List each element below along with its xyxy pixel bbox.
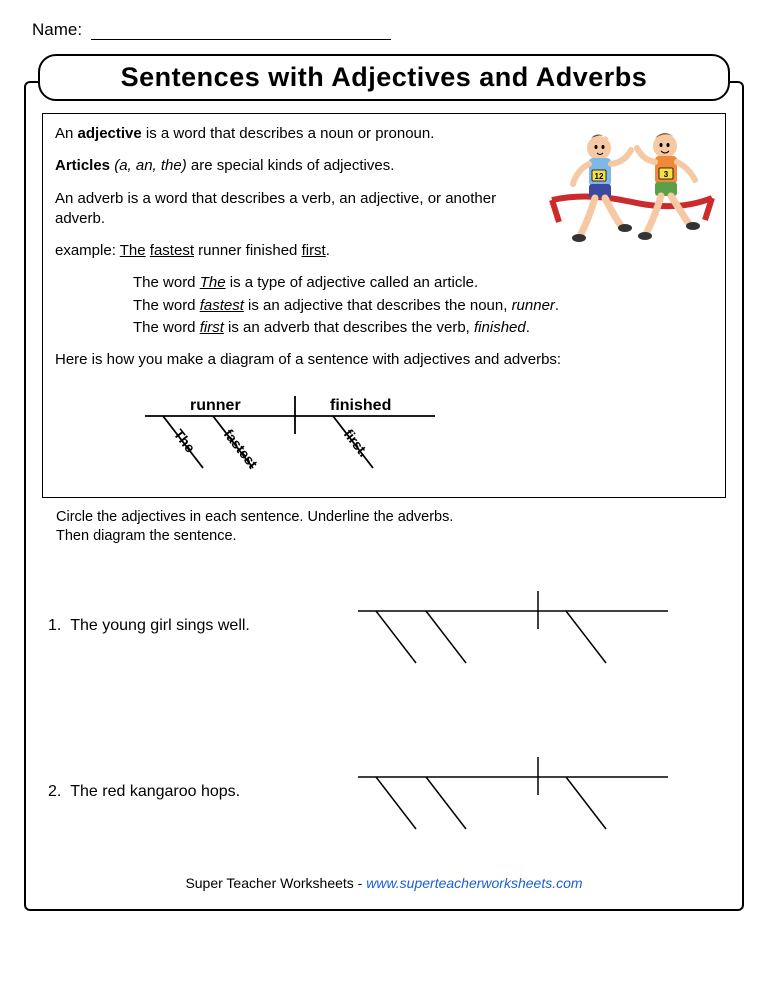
footer-text: Super Teacher Worksheets - [185,875,366,891]
footer: Super Teacher Worksheets - www.superteac… [42,875,726,891]
footer-link[interactable]: www.superteacherworksheets.com [366,875,582,891]
worksheet-panel: 12 3 [24,81,744,911]
blank-diagram-1[interactable] [348,583,726,669]
svg-text:12: 12 [595,172,604,181]
question-2-text: 2. The red kangaroo hops. [48,783,348,801]
name-label: Name: [32,20,82,39]
def-articles: Articles (a, an, the) are special kinds … [55,156,525,176]
example-diagram: runnerfinishedThefastestfirst. [95,388,475,474]
definition-box: 12 3 [42,113,726,498]
instructions: Circle the adjectives in each sentence. … [56,508,722,547]
svg-text:3: 3 [664,170,669,179]
blank-diagram-2[interactable] [348,749,726,835]
question-1: 1. The young girl sings well. [42,583,726,669]
example-explain-2: The word fastest is an adjective that de… [133,296,713,316]
def-adjective: An adjective is a word that describes a … [55,124,525,144]
title-wrap: Sentences with Adjectives and Adverbs [24,54,744,101]
svg-text:fastest: fastest [221,426,262,472]
title-box: Sentences with Adjectives and Adverbs [38,54,730,101]
question-2: 2. The red kangaroo hops. [42,749,726,835]
diagram-intro: Here is how you make a diagram of a sent… [55,350,713,370]
example-explain-3: The word first is an adverb that describ… [133,318,713,338]
definition-text: An adjective is a word that describes a … [55,124,525,229]
question-1-text: 1. The young girl sings well. [48,617,348,635]
page-title: Sentences with Adjectives and Adverbs [58,62,710,93]
name-row: Name: [32,20,744,40]
svg-text:first.: first. [341,426,372,460]
name-blank-line[interactable] [91,39,391,40]
instruction-line-2: Then diagram the sentence. [56,527,722,547]
svg-text:finished: finished [330,397,391,414]
instruction-line-1: Circle the adjectives in each sentence. … [56,508,722,528]
def-adverb: An adverb is a word that describes a ver… [55,189,525,230]
runners-illustration: 12 3 [547,122,717,262]
example-explain-1: The word The is a type of adjective call… [133,273,713,293]
svg-text:runner: runner [190,397,241,414]
